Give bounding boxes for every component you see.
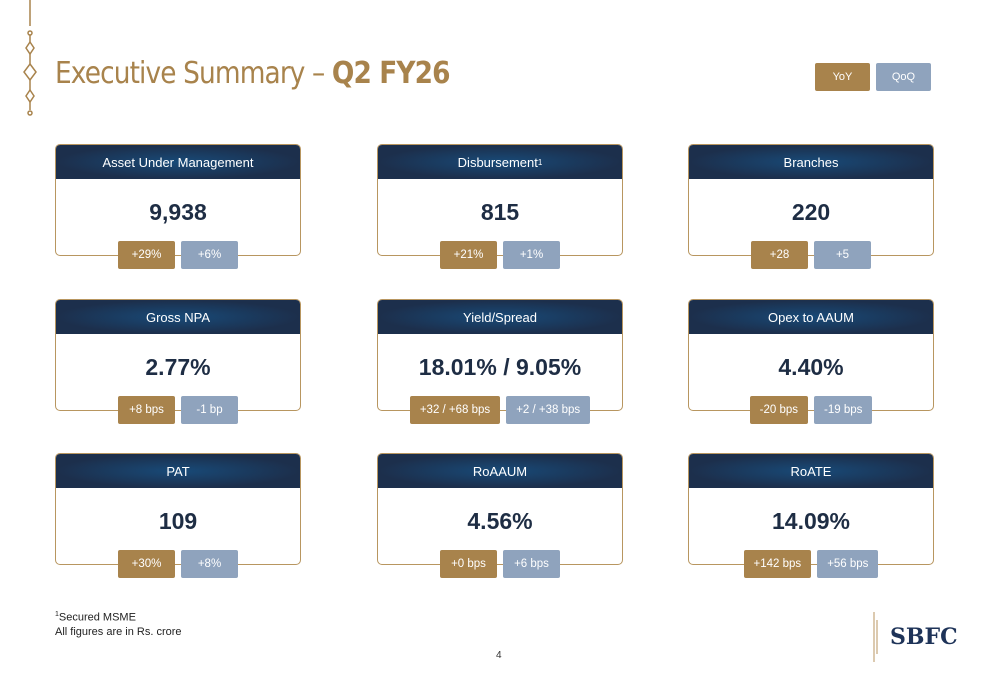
qoq-change-badge: +56 bps (817, 550, 879, 578)
kpi-value: 4.56% (467, 508, 533, 534)
kpi-card: Yield/Spread 18.01% / 9.05% +32 / +68 bp… (377, 299, 623, 424)
decorative-chain-ornament (23, 0, 37, 116)
kpi-card-title: Disbursement 1 (378, 145, 622, 179)
kpi-card: Opex to AAUM 4.40% -20 bps -19 bps (688, 299, 934, 424)
sbfc-logo: SBFC (872, 612, 958, 662)
kpi-card: PAT 109 +30% +8% (55, 453, 301, 578)
kpi-value: 9,938 (149, 199, 207, 225)
kpi-card-title: RoATE (689, 454, 933, 488)
yoy-change-badge: +28 (751, 241, 808, 269)
kpi-card-title: Asset Under Management (56, 145, 300, 179)
yoy-toggle-button[interactable]: YoY (815, 63, 870, 91)
kpi-value: 815 (480, 199, 520, 225)
kpi-value: 2.77% (145, 354, 211, 380)
kpi-value: 220 (791, 199, 831, 225)
yoy-change-badge: +21% (440, 241, 497, 269)
yoy-change-badge: -20 bps (749, 396, 808, 424)
yoy-change-badge: +142 bps (743, 550, 812, 578)
kpi-card: Disbursement 1 815 +21% +1% (377, 144, 623, 269)
kpi-card-title: Gross NPA (56, 300, 300, 334)
yoy-change-badge: +30% (118, 550, 175, 578)
qoq-change-badge: -19 bps (814, 396, 873, 424)
kpi-value: 18.01% / 9.05% (418, 354, 582, 380)
qoq-change-badge: +5 (814, 241, 871, 269)
kpi-card-title: Yield/Spread (378, 300, 622, 334)
kpi-card-title: RoAAUM (378, 454, 622, 488)
kpi-card-title: Opex to AAUM (689, 300, 933, 334)
kpi-card-title: Branches (689, 145, 933, 179)
yoy-change-badge: +32 / +68 bps (409, 396, 501, 424)
logo-lines-icon (873, 612, 878, 662)
qoq-change-badge: +8% (181, 550, 238, 578)
kpi-value: 4.40% (778, 354, 844, 380)
kpi-card: Asset Under Management 9,938 +29% +6% (55, 144, 301, 269)
qoq-change-badge: -1 bp (181, 396, 238, 424)
kpi-card: RoATE 14.09% +142 bps +56 bps (688, 453, 934, 578)
kpi-value: 14.09% (771, 508, 850, 534)
kpi-card: Branches 220 +28 +5 (688, 144, 934, 269)
yoy-change-badge: +8 bps (118, 396, 175, 424)
footnote: 1Secured MSME All figures are in Rs. cro… (55, 611, 182, 638)
kpi-card-title: PAT (56, 454, 300, 488)
page-title: Executive Summary – Q2 FY26 (55, 56, 451, 91)
yoy-change-badge: +0 bps (440, 550, 497, 578)
qoq-change-badge: +2 / +38 bps (506, 396, 591, 424)
qoq-change-badge: +6 bps (503, 550, 560, 578)
kpi-card: RoAAUM 4.56% +0 bps +6 bps (377, 453, 623, 578)
qoq-change-badge: +1% (503, 241, 560, 269)
page-number: 4 (496, 650, 502, 661)
qoq-change-badge: +6% (181, 241, 238, 269)
kpi-card: Gross NPA 2.77% +8 bps -1 bp (55, 299, 301, 424)
qoq-toggle-button[interactable]: QoQ (876, 63, 931, 91)
kpi-value: 109 (158, 508, 198, 534)
yoy-change-badge: +29% (118, 241, 175, 269)
